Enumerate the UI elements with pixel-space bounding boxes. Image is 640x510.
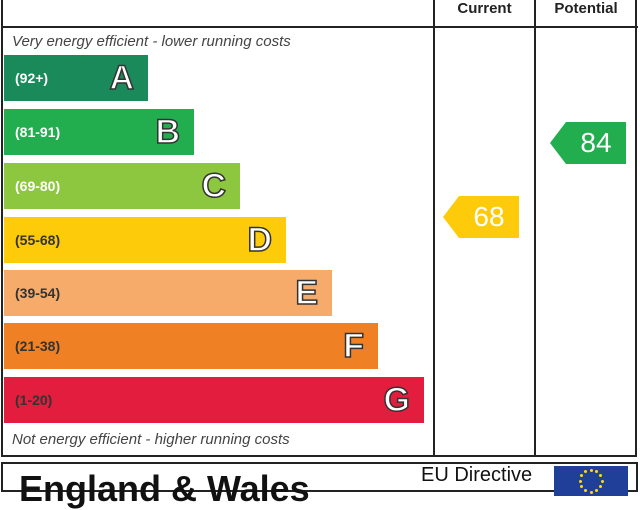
band-letter: D [247,220,273,260]
star-icon [599,474,603,477]
footer: England & Wales EU Directive [1,462,638,509]
star-icon [589,468,593,472]
current-rating-arrow: 68 [443,196,519,238]
band-bar-d: (55-68) D [4,217,286,263]
band-range: (1-20) [15,392,53,408]
potential-header: Potential [554,0,618,17]
eu-flag-icon [554,466,628,496]
current-header: Current [457,0,512,17]
band-letter: A [109,58,135,98]
band-bar-g: (1-20) G [4,377,424,423]
star-icon [584,489,587,493]
potential-rating-arrow: 84 [550,122,626,164]
eu-directive-label: EU Directive [421,464,533,486]
band-bar-c: (69-80) C [4,163,240,209]
star-icon [599,485,603,488]
band-bar-f: (21-38) F [4,323,378,369]
band-letter: F [342,326,364,366]
band-bar-a: (92+) A [4,55,148,101]
potential-rating-value: 84 [580,127,612,158]
star-icon [584,469,587,473]
current-column-divider [433,0,435,457]
star-icon [595,489,598,493]
band-range: (92+) [15,70,49,86]
band-letter: E [295,273,319,313]
band-range: (39-54) [15,285,61,301]
band-letter: B [155,112,181,152]
top-note: Very energy efficient - lower running co… [12,33,291,50]
footer-title: England & Wales [19,468,310,509]
star-icon [579,474,583,477]
band-range: (81-91) [15,124,61,140]
band-bar-e: (39-54) E [4,270,332,316]
band-range: (69-80) [15,178,61,194]
band-letter: G [383,380,411,420]
band-letter: C [201,166,227,206]
band-range: (21-38) [15,338,61,354]
potential-column-divider [534,0,536,457]
star-icon [579,485,583,488]
header-divider [1,26,638,28]
bottom-note: Not energy efficient - higher running co… [12,431,290,448]
band-range: (55-68) [15,232,61,248]
star-icon [589,490,593,494]
current-rating-value: 68 [473,201,505,232]
star-icon [595,469,598,473]
chart-frame [1,0,637,457]
band-bar-b: (81-91) B [4,109,194,155]
